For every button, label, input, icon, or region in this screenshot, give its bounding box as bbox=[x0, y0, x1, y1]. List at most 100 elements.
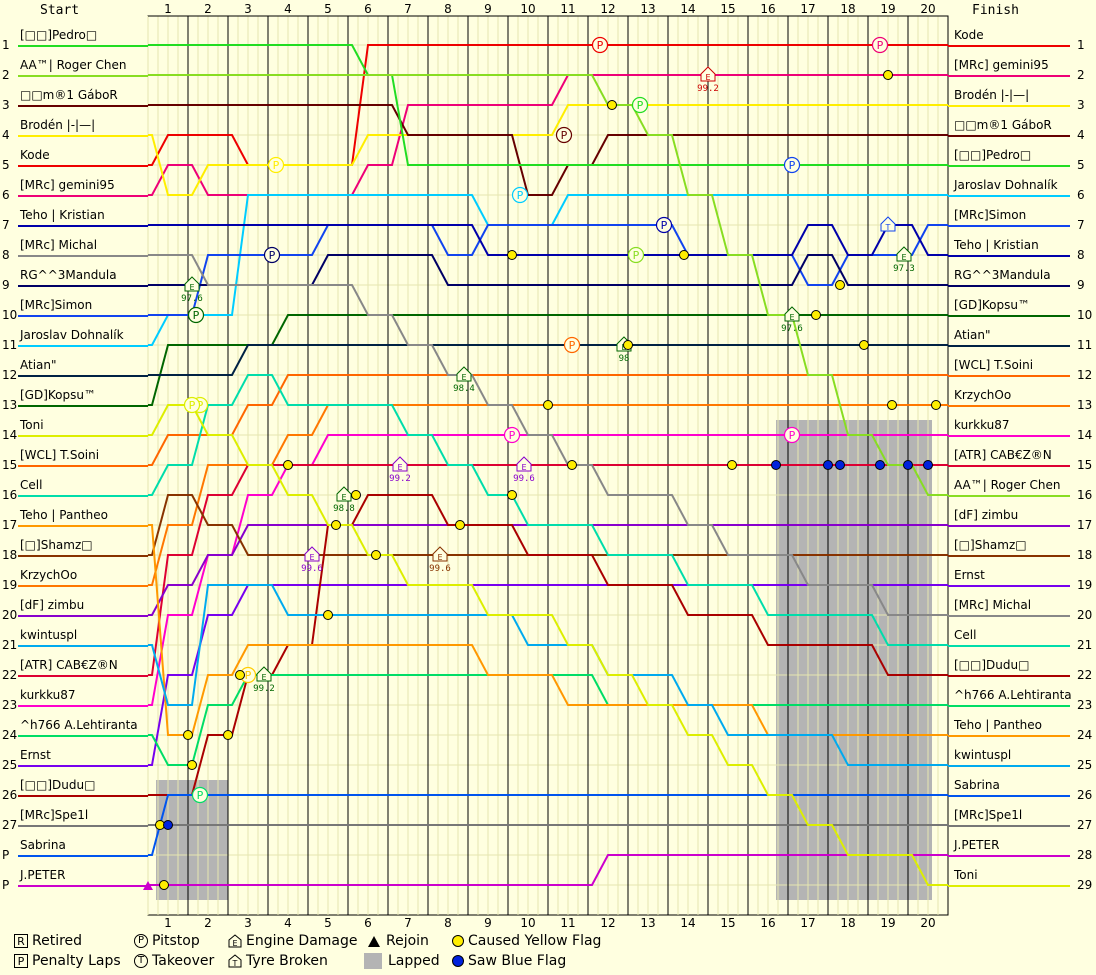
lap-label-top: 15 bbox=[720, 2, 735, 16]
engine-damage-value: 97.3 bbox=[893, 264, 915, 274]
start-driver-name: [GD]Kopsu™ bbox=[20, 388, 96, 402]
position-label-right: 3 bbox=[1077, 98, 1085, 112]
position-label-left: 16 bbox=[2, 488, 17, 502]
pitstop-marker-letter: P bbox=[269, 249, 276, 262]
yellow-flag-marker bbox=[607, 100, 617, 110]
engine-damage-value: 99.2 bbox=[253, 684, 275, 694]
position-label-left: 21 bbox=[2, 638, 17, 652]
engine-damage-marker bbox=[256, 666, 272, 682]
finish-driver-name: [WCL] T.Soini bbox=[954, 358, 1033, 372]
pitstop-marker-letter: P bbox=[509, 429, 516, 442]
pitstop-marker bbox=[263, 246, 281, 264]
position-label-left: 3 bbox=[2, 98, 10, 112]
takeover-icon: T bbox=[134, 954, 148, 968]
pitstop-marker-letter: P bbox=[189, 399, 196, 412]
position-label-right: 9 bbox=[1077, 278, 1085, 292]
pitstop-marker bbox=[555, 126, 573, 144]
position-label-right: 23 bbox=[1077, 698, 1092, 712]
start-driver-name: Toni bbox=[19, 418, 44, 432]
series-line bbox=[148, 374, 948, 646]
pitstop-marker bbox=[655, 216, 673, 234]
engine-damage-marker bbox=[392, 456, 408, 472]
legend-penalty: P Penalty Laps bbox=[14, 953, 121, 969]
yellow-flag-marker bbox=[183, 730, 193, 740]
position-label-right: 10 bbox=[1077, 308, 1092, 322]
position-label-right: 29 bbox=[1077, 878, 1092, 892]
lap-label-bottom: 12 bbox=[600, 916, 615, 930]
lap-label-bottom: 16 bbox=[760, 916, 775, 930]
finish-driver-name: Brodén |-|—| bbox=[954, 88, 1029, 102]
pitstop-marker bbox=[183, 396, 201, 414]
start-driver-name: [□□]Dudu□ bbox=[20, 778, 95, 792]
blue-flag-icon bbox=[452, 955, 464, 967]
finish-driver-name: [□]Shamz□ bbox=[954, 538, 1027, 552]
start-driver-name: Cell bbox=[20, 478, 42, 492]
lap-label-bottom: 3 bbox=[244, 916, 252, 930]
lap-label-top: 7 bbox=[404, 2, 412, 16]
finish-driver-name: [MRc]Simon bbox=[954, 208, 1026, 222]
engine-damage-marker bbox=[516, 456, 532, 472]
legend: R Retired P Penalty Laps P Pitstop T Takeove… bbox=[14, 933, 1084, 973]
lapped-swatch-icon bbox=[364, 953, 382, 969]
position-label-right: 22 bbox=[1077, 668, 1092, 682]
lap-label-top: 17 bbox=[800, 2, 815, 16]
start-driver-name: kurkku87 bbox=[20, 688, 76, 702]
start-driver-name: Kode bbox=[20, 148, 50, 162]
lap-label-top: 10 bbox=[520, 2, 535, 16]
tyre-broken-marker bbox=[880, 216, 896, 232]
yellow-flag-marker bbox=[931, 400, 941, 410]
lap-label-top: 3 bbox=[244, 2, 252, 16]
engine-damage-value: 98.8 bbox=[333, 504, 355, 514]
pitstop-marker bbox=[871, 36, 889, 54]
engine-damage-value: 99.6 bbox=[513, 474, 535, 484]
position-label-right: 11 bbox=[1077, 338, 1092, 352]
pitstop-marker-letter: P bbox=[789, 429, 796, 442]
lap-label-bottom: 4 bbox=[284, 916, 292, 930]
pitstop-icon: P bbox=[134, 934, 148, 948]
position-label-left: 9 bbox=[2, 278, 10, 292]
lap-label-top: 11 bbox=[560, 2, 575, 16]
start-header: Start bbox=[40, 3, 79, 18]
pitstop-marker bbox=[627, 246, 645, 264]
lap-label-top: 8 bbox=[444, 2, 452, 16]
blue-flag-marker bbox=[923, 460, 933, 470]
yellow-flag-marker bbox=[623, 340, 633, 350]
position-label-right: 1 bbox=[1077, 38, 1085, 52]
marker-letter: E bbox=[901, 253, 906, 262]
yellow-flag-marker bbox=[679, 250, 689, 260]
lap-label-bottom: 6 bbox=[364, 916, 372, 930]
lap-label-bottom: 17 bbox=[800, 916, 815, 930]
lap-label-top: 9 bbox=[484, 2, 492, 16]
finish-driver-name: [MRc] gemini95 bbox=[954, 58, 1049, 72]
pitstop-marker-letter: P bbox=[569, 339, 576, 352]
legend-takeover: T Takeover bbox=[134, 953, 214, 969]
pitstop-marker bbox=[783, 156, 801, 174]
lap-label-top: 14 bbox=[680, 2, 695, 16]
series-line bbox=[148, 404, 948, 886]
lap-label-top: 18 bbox=[840, 2, 855, 16]
position-label-right: 20 bbox=[1077, 608, 1092, 622]
position-label-left: 17 bbox=[2, 518, 17, 532]
series-line bbox=[148, 344, 948, 376]
blue-flag-marker bbox=[903, 460, 913, 470]
yellow-flag-marker bbox=[331, 520, 341, 530]
blue-flag-marker bbox=[771, 460, 781, 470]
pitstop-marker-letter: P bbox=[517, 189, 524, 202]
engine-damage-marker bbox=[784, 306, 800, 322]
yellow-flag-marker bbox=[887, 400, 897, 410]
engine-damage-value: 99.2 bbox=[697, 84, 719, 94]
position-label-right: 18 bbox=[1077, 548, 1092, 562]
pitstop-marker-letter: P bbox=[597, 39, 604, 52]
pitstop-marker-letter: P bbox=[561, 129, 568, 142]
marker-letter: E bbox=[705, 73, 710, 82]
start-driver-name: Jaroslav Dohnalík bbox=[19, 328, 124, 342]
start-driver-name: [MRc]Spe1l bbox=[20, 808, 88, 822]
penalty-icon: P bbox=[14, 954, 28, 968]
start-driver-name: Teho | Kristian bbox=[19, 208, 105, 222]
lap-label-bottom: 9 bbox=[484, 916, 492, 930]
start-driver-name: Teho | Pantheo bbox=[19, 508, 108, 522]
legend-blue: Saw Blue Flag bbox=[452, 953, 566, 969]
pitstop-marker-letter: P bbox=[633, 249, 640, 262]
engine-damage-marker bbox=[336, 486, 352, 502]
